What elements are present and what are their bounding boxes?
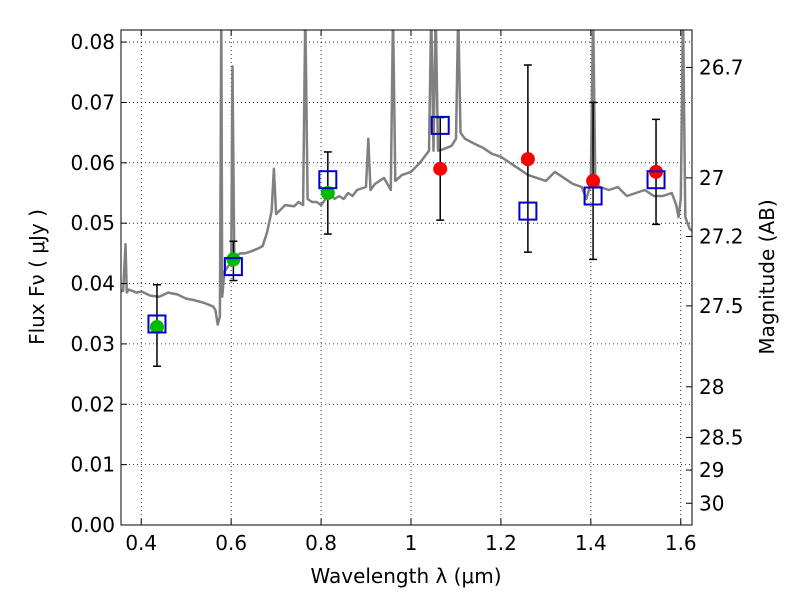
- y-tick-label: 0.01: [70, 453, 115, 477]
- y2-tick-label: 30: [699, 491, 724, 515]
- model-flux-marker: [646, 170, 666, 190]
- x-tick-label: 0.4: [125, 531, 157, 555]
- y-tick-label: 0.05: [70, 211, 115, 235]
- y-tick-label: 0.06: [70, 151, 115, 175]
- grid: [121, 30, 692, 526]
- plot-area: [121, 30, 692, 367]
- y2-tick-label: 29: [699, 458, 724, 482]
- y2-tick-label: 28.5: [699, 425, 744, 449]
- x-axis-label: Wavelength λ (μm): [310, 564, 501, 588]
- x-tick-label: 1.2: [485, 531, 517, 555]
- tick-labels: 0.4 0.6 0.8 1 1.2 1.4 1.6 0.00 0.01 0.02 0.03 0.04 0…: [70, 30, 743, 555]
- x-tick-label: 0.6: [215, 531, 247, 555]
- photometry-point: [433, 161, 448, 176]
- model-flux-marker: [583, 186, 603, 206]
- model-flux-marker: [223, 257, 243, 277]
- model-flux-marker: [518, 201, 538, 221]
- y2-tick-label: 27.5: [699, 294, 744, 318]
- photometry-point: [149, 320, 164, 334]
- y-axis-label: Flux Fν ( μJy ): [25, 209, 49, 345]
- x-tick-label: 1.4: [575, 531, 607, 555]
- y-tick-label: 0.08: [70, 30, 115, 54]
- ticks: [121, 30, 692, 526]
- photometry-point: [320, 185, 335, 200]
- y-tick-label: 0.00: [70, 513, 115, 537]
- y2-tick-label: 27.2: [699, 224, 744, 248]
- y-tick-label: 0.02: [70, 392, 115, 416]
- model-flux-marker: [430, 115, 450, 135]
- x-tick-label: 1.6: [665, 531, 697, 555]
- y2-axis-label: Magnitude (AB): [755, 199, 779, 354]
- y-tick-label: 0.07: [70, 90, 115, 114]
- y2-tick-label: 28: [699, 375, 724, 399]
- model-flux-marker: [147, 314, 167, 334]
- plot-background: [121, 30, 692, 525]
- photometry-point: [520, 152, 535, 167]
- x-tick-label: 0.8: [305, 531, 337, 555]
- y-tick-label: 0.03: [70, 332, 115, 356]
- y2-tick-label: 26.7: [699, 55, 744, 79]
- x-tick-label: 1: [405, 531, 418, 555]
- y2-tick-label: 27: [699, 166, 724, 190]
- photometry-point: [586, 173, 601, 188]
- template-spectrum-line: [121, 30, 692, 326]
- photometry-point: [226, 252, 241, 267]
- plot-frame: [120, 29, 693, 526]
- y-tick-label: 0.04: [70, 272, 115, 296]
- model-flux-marker: [318, 170, 338, 190]
